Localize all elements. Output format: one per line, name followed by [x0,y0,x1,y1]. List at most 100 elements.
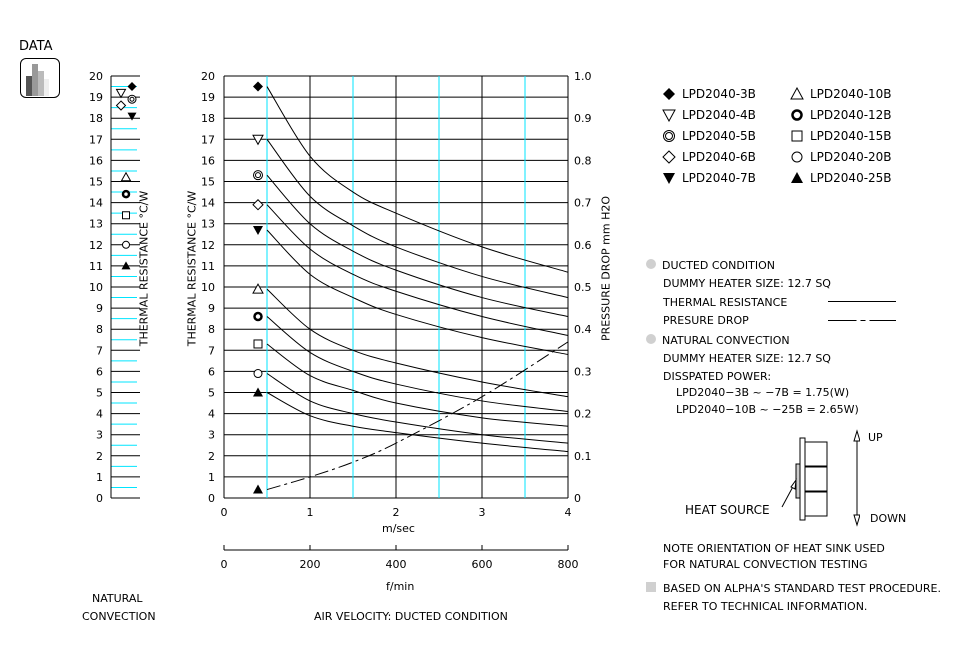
legend-label: LPD2040-12B [810,108,892,122]
heat-source-label: HEAT SOURCE [685,503,770,517]
bar-chart-icon [20,58,60,98]
svg-text:11: 11 [201,260,215,273]
svg-text:3: 3 [208,429,215,442]
nc-label-1: NATURAL [92,592,143,605]
svg-text:400: 400 [386,558,407,571]
svg-text:4: 4 [96,408,103,421]
svg-text:0.3: 0.3 [574,365,592,378]
svg-text:0.6: 0.6 [574,239,592,252]
legend-label: LPD2040-6B [682,150,756,164]
ducted-chart: 0123456789101112131415161718192000.10.20… [201,70,592,571]
svg-text:1: 1 [96,471,103,484]
footnote-1: BASED ON ALPHA'S STANDARD TEST PROCEDURE… [663,582,941,595]
svg-text:9: 9 [96,302,103,315]
svg-text:17: 17 [201,133,215,146]
legend-item: LPD2040-15B [790,129,892,143]
legend-item: LPD2040-10B [790,87,892,101]
svg-text:18: 18 [201,112,215,125]
svg-text:4: 4 [208,408,215,421]
svg-text:0.8: 0.8 [574,154,592,167]
dashed-line-key [828,320,896,321]
xlabel-ms: m/sec [382,522,415,535]
heat-sink-diagram [781,429,860,527]
svg-text:20: 20 [89,70,103,83]
svg-text:0.9: 0.9 [574,112,592,125]
svg-text:10: 10 [89,281,103,294]
up-label: UP [868,431,883,444]
svg-text:6: 6 [208,365,215,378]
natural-title: NATURAL CONVECTION [662,334,790,347]
svg-text:0.4: 0.4 [574,323,592,336]
thermal-resistance-key: THERMAL RESISTANCE [663,296,788,309]
svg-text:17: 17 [89,133,103,146]
nc-label-2: CONVECTION [82,610,156,623]
svg-text:7: 7 [96,344,103,357]
legend-item: LPD2040-20B [790,150,892,164]
svg-text:13: 13 [201,218,215,231]
svg-text:800: 800 [558,558,579,571]
legend-item: LPD2040-3B [662,87,756,101]
svg-text:2: 2 [208,450,215,463]
svg-text:15: 15 [201,176,215,189]
svg-text:20: 20 [201,70,215,83]
square-bullet-icon [646,582,656,592]
legend-label: LPD2040-7B [682,171,756,185]
down-label: DOWN [870,512,907,525]
svg-text:19: 19 [89,91,103,104]
dissipated-power: DISSPATED POWER: [663,370,772,383]
svg-text:13: 13 [89,218,103,231]
svg-text:0.7: 0.7 [574,197,592,210]
ducted-heater: DUMMY HEATER SIZE: 12.7 SQ [663,277,831,290]
legend-label: LPD2040-25B [810,171,892,185]
svg-text:0: 0 [96,492,103,505]
legend-label: LPD2040-10B [810,87,892,101]
svg-text:600: 600 [472,558,493,571]
legend-item: LPD2040-7B [662,171,756,185]
svg-text:4: 4 [565,506,572,519]
svg-text:7: 7 [208,344,215,357]
footnote-2: REFER TO TECHNICAL INFORMATION. [663,600,868,613]
filled-triangle-icon [791,172,803,183]
svg-text:5: 5 [96,387,103,400]
svg-text:200: 200 [300,558,321,571]
legend-item: LPD2040-6B [662,150,756,164]
filled-diamond-icon [663,88,675,100]
svg-text:16: 16 [89,154,103,167]
bold-circle-icon [791,109,803,121]
legend-item: LPD2040-5B [662,129,756,143]
svg-text:2: 2 [96,450,103,463]
open-triangle-icon [790,87,804,100]
svg-text:19: 19 [201,91,215,104]
svg-text:16: 16 [201,154,215,167]
svg-text:3: 3 [96,429,103,442]
svg-text:11: 11 [89,260,103,273]
bullet-icon [646,259,656,269]
legend-label: LPD2040-3B [682,87,756,101]
open-square-icon [791,130,803,142]
svg-text:0: 0 [574,492,581,505]
natural-heater: DUMMY HEATER SIZE: 12.7 SQ [663,352,831,365]
svg-text:1: 1 [307,506,314,519]
svg-text:18: 18 [89,112,103,125]
chart-caption: AIR VELOCITY: DUCTED CONDITION [314,610,508,623]
svg-text:3: 3 [479,506,486,519]
svg-text:0.5: 0.5 [574,281,592,294]
filled-down-triangle-icon [663,173,675,184]
svg-text:12: 12 [89,239,103,252]
svg-text:0: 0 [208,492,215,505]
legend-label: LPD2040-20B [810,150,892,164]
power-line-2: LPD2040−10B ~ −25B = 2.65W) [676,403,859,416]
svg-text:0: 0 [221,558,228,571]
double-circle-icon [663,130,675,142]
solid-line-key [828,301,896,302]
svg-text:1: 1 [208,471,215,484]
legend-item: LPD2040-4B [662,108,756,122]
pressure-drop-key: PRESURE DROP [663,314,749,327]
svg-text:14: 14 [201,197,215,210]
svg-text:8: 8 [208,323,215,336]
svg-text:12: 12 [201,239,215,252]
legend-label: LPD2040-4B [682,108,756,122]
open-down-triangle-icon [662,109,676,122]
svg-text:10: 10 [201,281,215,294]
svg-text:9: 9 [208,302,215,315]
